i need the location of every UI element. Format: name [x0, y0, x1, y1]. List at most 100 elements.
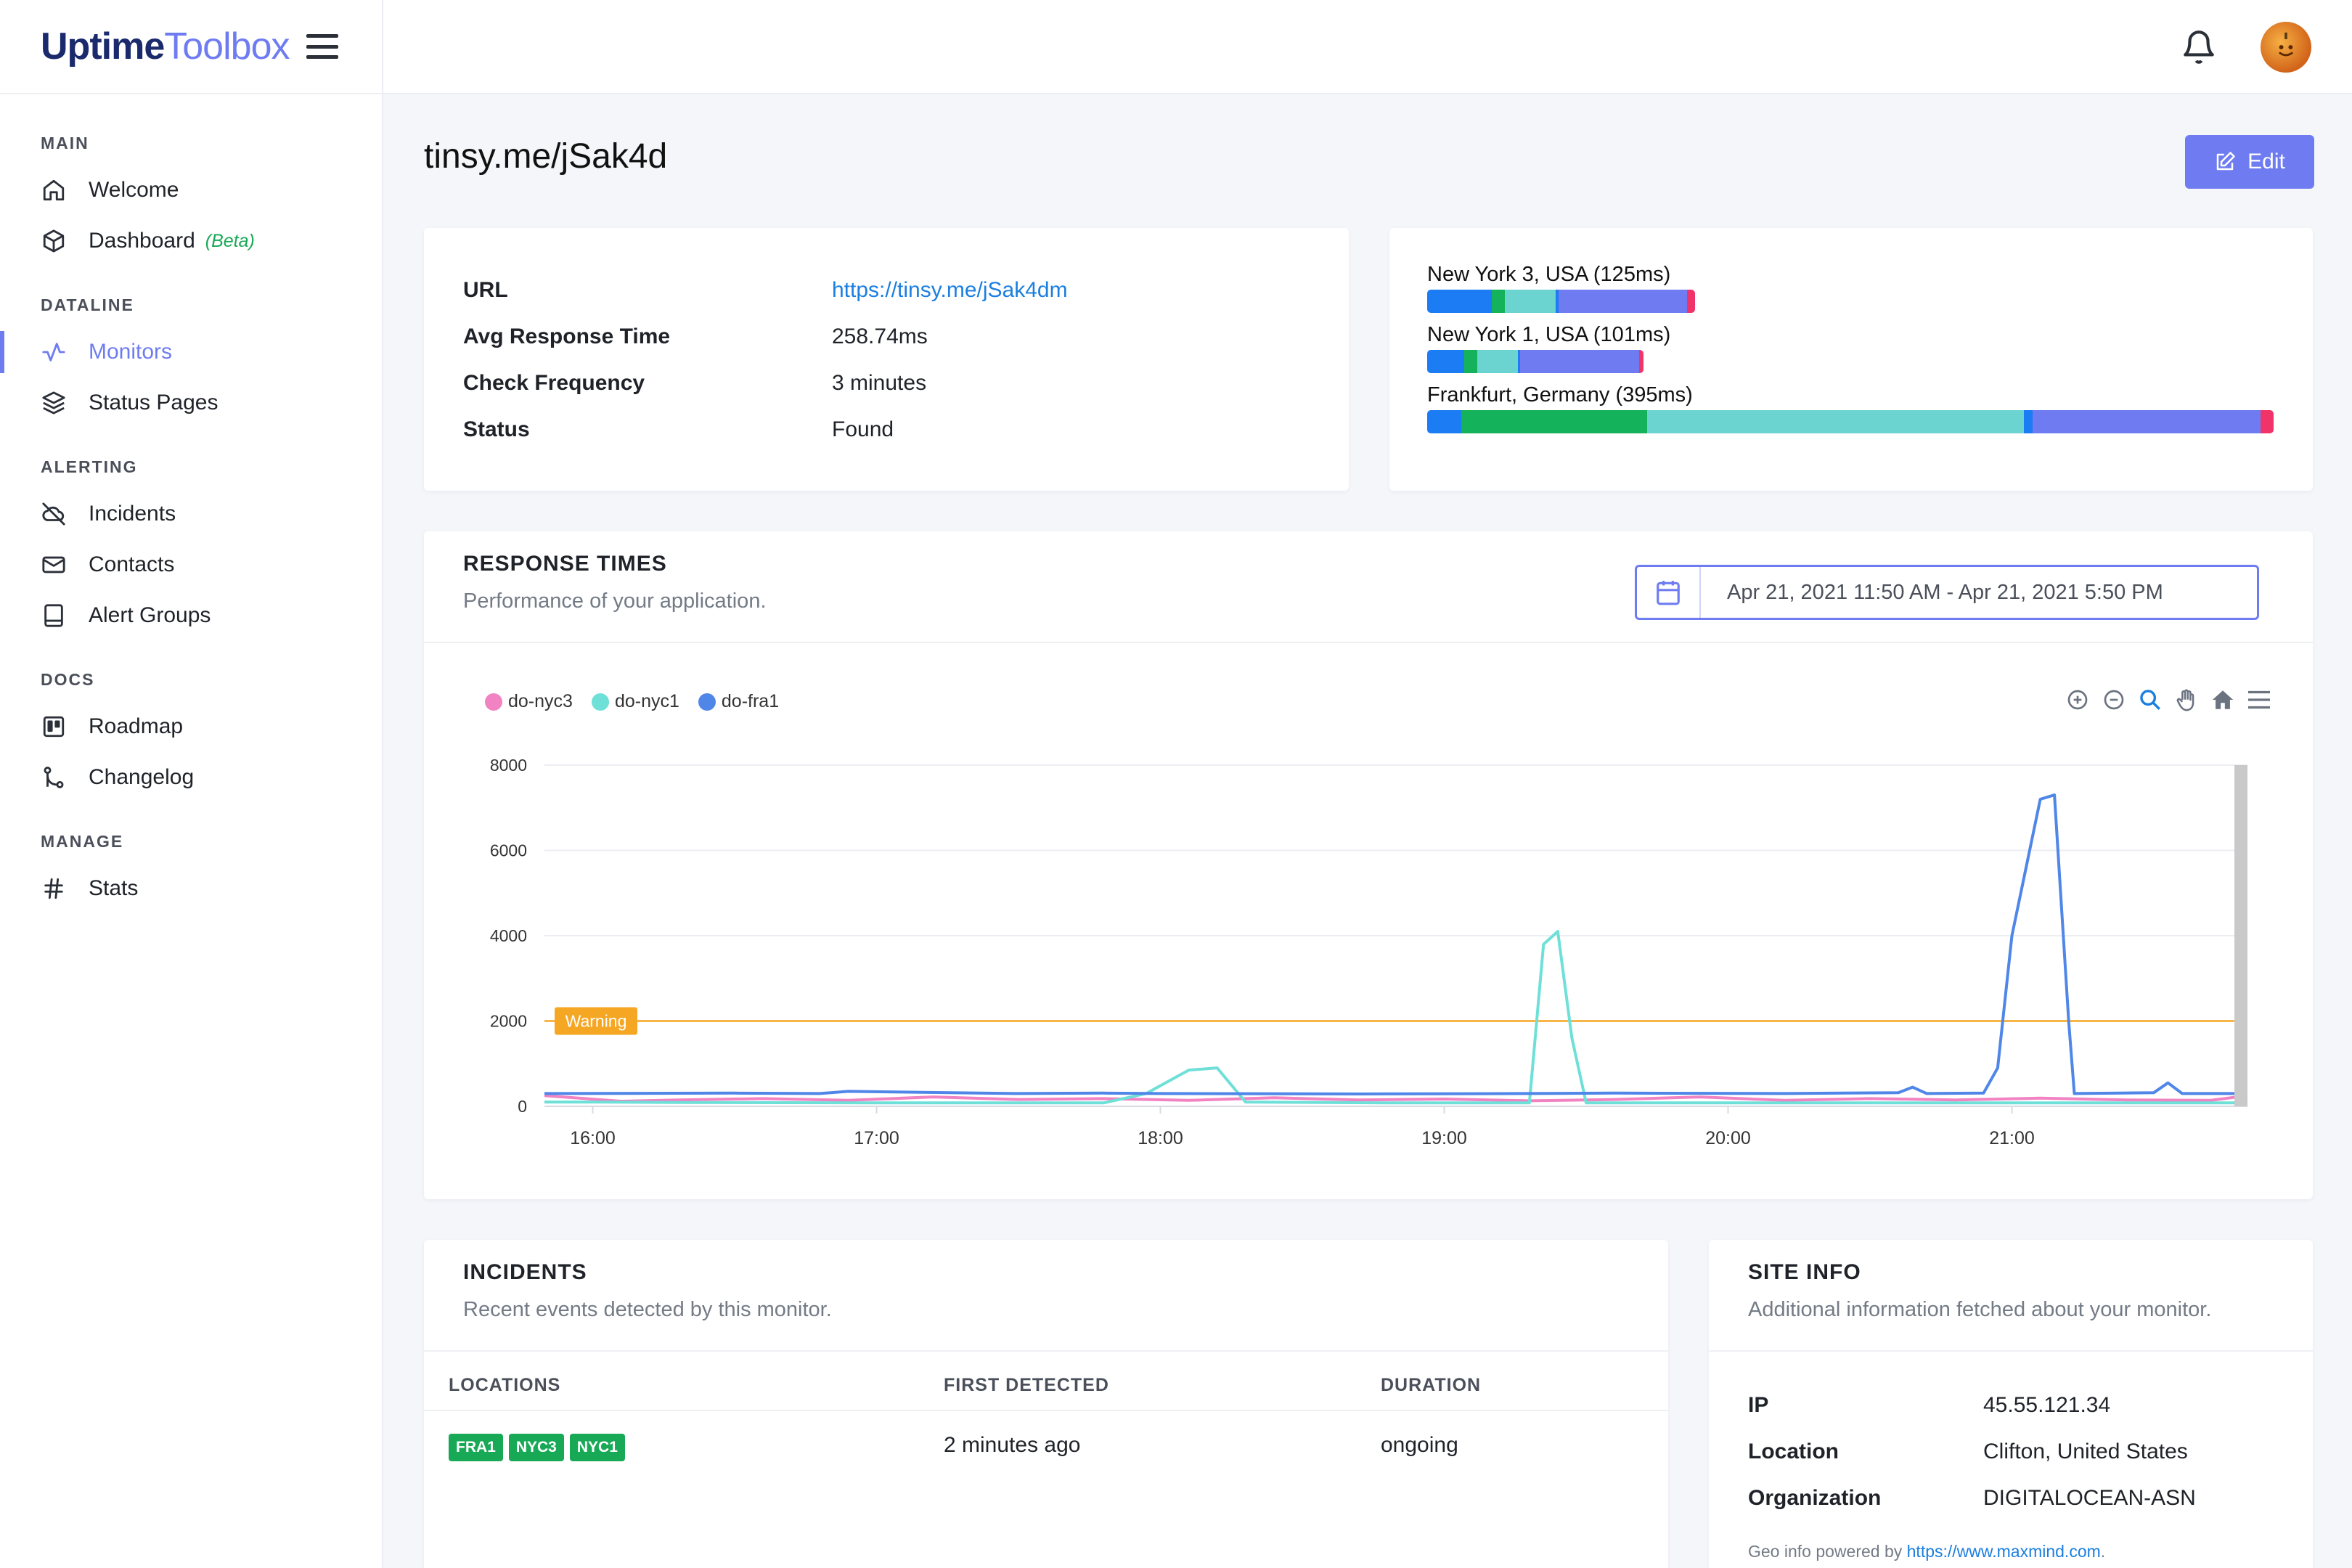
nav-section-alerting: ALERTING Incidents Contacts Alert Groups [0, 457, 382, 641]
legend-item-do-nyc3[interactable]: do-nyc3 [485, 691, 573, 712]
sidebar-item-monitors[interactable]: Monitors [0, 327, 382, 377]
activity-icon [41, 339, 67, 365]
brand: Uptime Toolbox [0, 0, 382, 94]
nav-section-docs: DOCS Roadmap Changelog [0, 670, 382, 803]
site-info-title: SITE INFO [1748, 1260, 1861, 1284]
selection-zoom-icon[interactable] [2134, 685, 2166, 714]
timing-segment [2024, 410, 2033, 433]
location-timing-label: New York 3, USA (125ms) [1427, 263, 1671, 286]
site-info-label: Organization [1748, 1486, 1882, 1510]
reset-home-icon[interactable] [2207, 685, 2239, 714]
beta-badge: (Beta) [205, 230, 255, 251]
location-timing-item: New York 3, USA (125ms) [1427, 263, 2274, 313]
brand-logo-sub[interactable]: Toolbox [164, 25, 290, 68]
timing-segment [1504, 290, 1556, 313]
sidebar-item-dashboard[interactable]: Dashboard (Beta) [0, 216, 382, 266]
sidebar-item-label: Changelog [89, 765, 195, 789]
card-divider [424, 642, 2313, 643]
geo-info-suffix: . [2100, 1542, 2106, 1561]
chart-menu-icon[interactable] [2243, 685, 2275, 714]
response-times-card: RESPONSE TIMES Performance of your appli… [424, 531, 2313, 1199]
sidebar-item-label: Contacts [89, 552, 175, 576]
incidents-subtitle: Recent events detected by this monitor. [463, 1298, 832, 1321]
zoom-in-icon[interactable] [2062, 685, 2094, 714]
sidebar-item-incidents[interactable]: Incidents [0, 489, 382, 539]
avatar-pumpkin-icon [2278, 32, 2294, 57]
page-title: tinsy.me/jSak4d [424, 137, 668, 176]
sidebar-item-label: Dashboard [89, 229, 195, 253]
nav-heading: DATALINE [41, 295, 134, 314]
date-range-picker[interactable]: Apr 21, 2021 11:50 AM - Apr 21, 2021 5:5… [1635, 565, 2259, 620]
sidebar-item-welcome[interactable]: Welcome [0, 165, 382, 216]
legend-dot [591, 693, 609, 711]
hash-icon [41, 875, 67, 902]
x-tick-label: 17:00 [854, 1128, 899, 1148]
timing-segment [1491, 290, 1505, 313]
y-tick-label: 2000 [490, 1012, 527, 1031]
nav-heading: ALERTING [41, 457, 138, 476]
site-info-label: IP [1748, 1393, 1769, 1417]
series-line-do-fra1 [544, 793, 2247, 1095]
incident-duration: ongoing [1381, 1433, 1458, 1457]
timing-segment [1558, 290, 1687, 313]
site-info-value: Clifton, United States [1983, 1440, 2188, 1463]
timing-segment [2032, 410, 2261, 433]
info-row-status: Status Found [463, 407, 1068, 453]
location-timing-bar[interactable] [1427, 350, 1644, 373]
incidents-title: INCIDENTS [463, 1260, 587, 1284]
sidebar-item-stats[interactable]: Stats [0, 863, 382, 914]
location-badge[interactable]: NYC3 [508, 1434, 564, 1461]
location-badge[interactable]: NYC1 [569, 1434, 625, 1461]
legend-label: do-fra1 [721, 691, 780, 711]
location-badge[interactable]: FRA1 [449, 1434, 503, 1461]
column-header-duration[interactable]: DURATION [1381, 1375, 1482, 1395]
legend-item-do-fra1[interactable]: do-fra1 [698, 691, 779, 712]
chart-scroll-handle [2234, 765, 2247, 1106]
y-tick-label: 8000 [490, 756, 527, 775]
bell-icon[interactable] [2181, 28, 2217, 67]
incident-first-detected: 2 minutes ago [944, 1433, 1081, 1457]
zoom-out-icon[interactable] [2098, 685, 2130, 714]
edit-button[interactable]: Edit [2185, 135, 2314, 189]
sidebar-item-changelog[interactable]: Changelog [0, 752, 382, 803]
legend-dot [485, 693, 502, 711]
info-row-check-frequency: Check Frequency 3 minutes [463, 360, 1068, 407]
table-row[interactable]: FRA1 NYC3 NYC1 2 minutes ago ongoing [424, 1411, 1668, 1484]
incident-locations: FRA1 NYC3 NYC1 [449, 1433, 631, 1461]
mail-icon [41, 552, 67, 578]
x-tick-label: 19:00 [1421, 1128, 1467, 1148]
pan-hand-icon[interactable] [2171, 685, 2202, 714]
chart-legend: do-nyc3 do-nyc1 do-fra1 [485, 691, 798, 712]
monitor-url-link[interactable]: https://tinsy.me/jSak4dm [832, 278, 1068, 302]
x-tick-label: 18:00 [1138, 1128, 1183, 1148]
info-label: Check Frequency [463, 371, 645, 395]
sidebar-item-status-pages[interactable]: Status Pages [0, 377, 382, 428]
legend-item-do-nyc1[interactable]: do-nyc1 [591, 691, 679, 712]
sidebar-item-label: Stats [89, 876, 139, 900]
nav-heading: DOCS [41, 670, 95, 689]
brand-logo-main[interactable]: Uptime [41, 25, 165, 68]
menu-toggle-icon[interactable] [306, 34, 339, 59]
response-times-header: RESPONSE TIMES Performance of your appli… [463, 552, 767, 613]
sidebar-item-alert-groups[interactable]: Alert Groups [0, 590, 382, 641]
column-header-first-detected[interactable]: FIRST DETECTED [944, 1375, 1109, 1395]
sidebar-item-contacts[interactable]: Contacts [0, 539, 382, 590]
legend-label: do-nyc1 [614, 691, 679, 711]
book-icon [41, 603, 67, 629]
location-timing-bar[interactable] [1427, 290, 1695, 313]
card-divider [424, 1350, 1668, 1352]
location-timing-bar[interactable] [1427, 410, 2274, 433]
sidebar-item-label: Welcome [89, 178, 179, 202]
monitor-info-card: URL https://tinsy.me/jSak4dm Avg Respons… [424, 228, 1349, 491]
maxmind-link[interactable]: https://www.maxmind.com [1906, 1542, 2101, 1561]
response-times-subtitle: Performance of your application. [463, 589, 767, 613]
x-tick-label: 16:00 [570, 1128, 616, 1148]
avatar[interactable] [2261, 22, 2311, 73]
calendar-icon[interactable] [1637, 567, 1701, 618]
x-tick-label: 20:00 [1705, 1128, 1751, 1148]
sidebar-item-label: Monitors [89, 340, 173, 364]
legend-label: do-nyc3 [508, 691, 573, 711]
sidebar-item-roadmap[interactable]: Roadmap [0, 701, 382, 752]
card-divider [1709, 1350, 2313, 1352]
column-header-locations[interactable]: LOCATIONS [449, 1375, 561, 1395]
